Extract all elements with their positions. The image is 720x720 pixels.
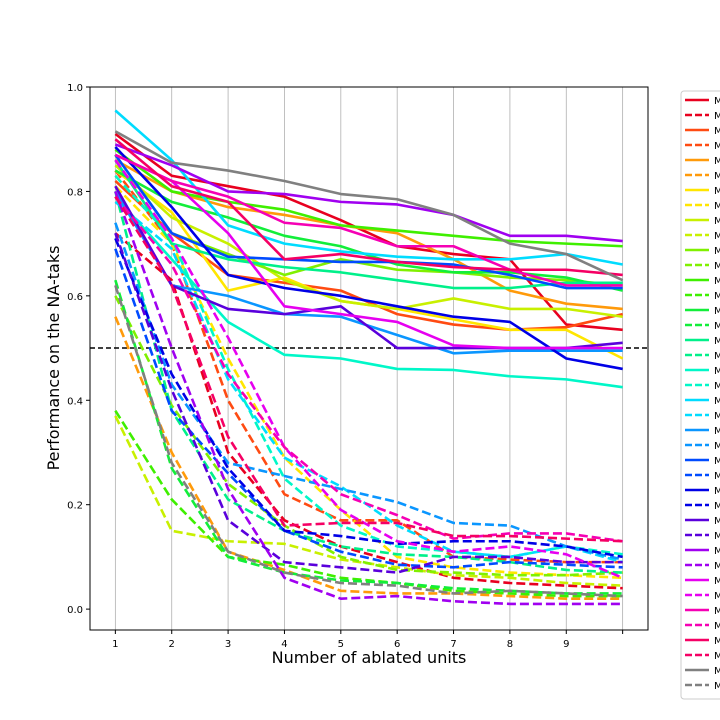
series-line-35 (114, 153, 623, 287)
series-line-27 (114, 146, 623, 371)
x-tick-label: 1 (112, 639, 118, 650)
legend-label-2: M (714, 111, 720, 122)
legend-label-6: M (714, 171, 720, 182)
legend-label-24: M (714, 441, 720, 452)
y-tick-label: 0.4 (67, 396, 83, 407)
series-line-24 (114, 222, 623, 561)
series-line-8 (114, 185, 623, 580)
series-line-40 (114, 285, 623, 598)
legend-label-8: M (714, 201, 720, 212)
series-line-26 (114, 248, 623, 569)
series-line-14 (114, 410, 623, 598)
series-line-9 (114, 164, 623, 319)
legend-label-39: M (714, 666, 720, 677)
series-line-30 (114, 232, 623, 574)
legend-label-31: M (714, 546, 720, 557)
legend-label-15: M (714, 306, 720, 317)
y-axis-label: Performance on the NA-taks (44, 246, 63, 471)
legend-label-16: M (714, 321, 720, 332)
series-line-34 (114, 159, 624, 579)
legend-label-37: M (714, 636, 720, 647)
legend-label-32: M (714, 561, 720, 572)
legend-label-14: M (714, 291, 720, 302)
y-tick-label: 1.0 (67, 83, 83, 94)
x-tick-label: 5 (338, 639, 344, 650)
series-line-32 (114, 190, 623, 606)
series-line-31 (114, 143, 623, 243)
legend-label-25: M (714, 456, 720, 467)
legend-label-9: M (714, 216, 720, 227)
legend-frame (680, 90, 720, 700)
legend-label-35: M (714, 606, 720, 617)
x-tick-label: 7 (450, 639, 456, 650)
series-line-37 (114, 138, 623, 277)
legend-label-22: M (714, 411, 720, 422)
x-tick-label: 2 (169, 639, 175, 650)
legend-label-29: M (714, 516, 720, 527)
legend-label-23: M (714, 426, 720, 437)
legend-label-30: M (714, 531, 720, 542)
axes-frame (89, 86, 649, 631)
series-line-13 (114, 148, 623, 248)
x-tick-label: 8 (507, 639, 513, 650)
x-tick-label: 9 (563, 639, 569, 650)
series-line-6 (114, 316, 623, 600)
legend-label-21: M (714, 396, 720, 407)
series-line-33 (114, 153, 623, 350)
legend-label-38: M (714, 651, 720, 662)
y-tick-label: 0.0 (67, 605, 83, 616)
x-axis-label: Number of ablated units (272, 648, 467, 667)
legend-label-7: M (714, 186, 720, 197)
series-line-39 (114, 130, 624, 282)
legend-label-18: M (714, 351, 720, 362)
legend-label-40: M (714, 681, 720, 692)
legend-label-3: M (714, 126, 720, 137)
legend-label-1: M (714, 96, 720, 107)
series-line-4 (114, 169, 623, 564)
series-line-25 (114, 154, 623, 290)
series-line-17 (114, 159, 623, 290)
legend-label-36: M (714, 621, 720, 632)
legend-label-28: M (714, 501, 720, 512)
legend-label-5: M (714, 156, 720, 167)
series-line-38 (114, 195, 623, 543)
x-tick-label: 6 (394, 639, 400, 650)
legend-label-17: M (714, 336, 720, 347)
legend-label-11: M (714, 246, 720, 257)
legend-label-33: M (714, 576, 720, 587)
legend-label-13: M (714, 276, 720, 287)
legend-label-20: M (714, 381, 720, 392)
series-line-36 (114, 195, 623, 543)
legend-label-4: M (714, 141, 720, 152)
legend-label-27: M (714, 486, 720, 497)
x-tick-label: 3 (225, 639, 231, 650)
plot-area: 1 2 3 4 5 6 7 8 9 0.0 0.2 0.4 0.6 0.8 1.0 (67, 83, 649, 650)
legend-label-12: M (714, 261, 720, 272)
legend-label-26: M (714, 471, 720, 482)
series-line-12 (114, 295, 623, 577)
y-tick-label: 0.6 (67, 292, 83, 303)
legend-label-19: M (714, 366, 720, 377)
x-tick-label: 4 (281, 639, 287, 650)
series-line-2 (114, 232, 623, 590)
legend-label-10: M (714, 231, 720, 242)
y-tick-label: 0.8 (67, 187, 83, 198)
series-line-1 (114, 132, 623, 332)
series-line-28 (114, 237, 623, 559)
legend-label-34: M (714, 591, 720, 602)
y-tick-label: 0.2 (67, 501, 83, 512)
